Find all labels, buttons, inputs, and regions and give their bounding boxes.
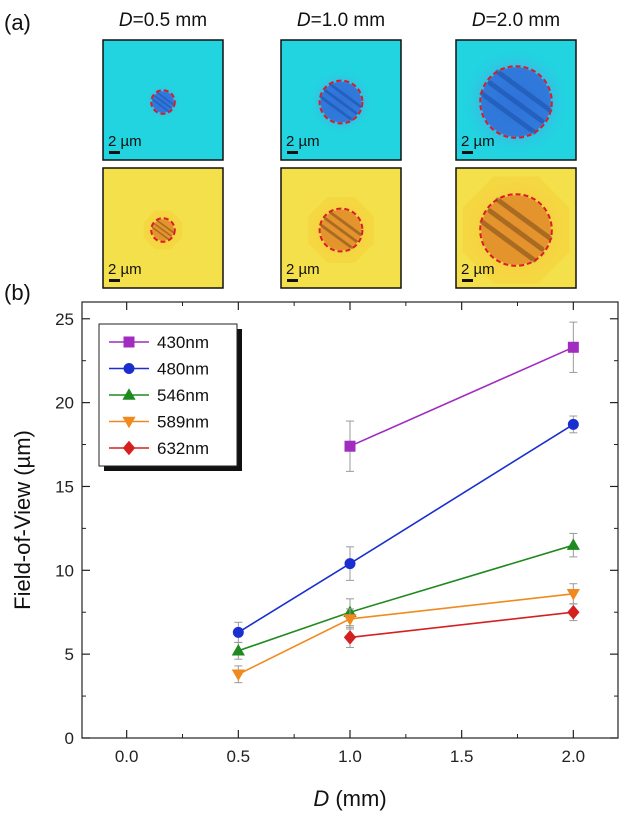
scale-bar [109,279,120,282]
diameter-label: D=2.0 mm [472,10,560,31]
field-of-view-circle [479,65,553,139]
y-tick-label: 10 [55,561,74,580]
scale-bar-label: 2 µm [286,261,320,278]
scale-bar [462,151,473,154]
x-tick-label: 2.0 [562,747,586,766]
panel-a-label: (a) [4,10,31,35]
data-point [123,336,135,348]
series-line [349,346,574,447]
image-grid: D=0.5 mm 2 µm 2 µm D=1.0 mm 2 µm 2 µm D=2.0 mm… [102,10,577,289]
legend-item: 632nm [109,439,209,458]
data-point [123,363,135,374]
scale-bar-label: 2 µm [286,133,320,150]
y-axis-label: Field-of-View (µm) [10,430,35,610]
legend-label: 589nm [157,413,209,432]
legend-label: 480nm [157,360,209,379]
y-tick-label: 15 [55,477,74,496]
legend-label: 632nm [157,439,209,458]
field-of-view-circle [318,79,364,125]
series-632nm [343,603,580,648]
diameter-label: D=0.5 mm [119,10,207,31]
y-tick-label: 25 [55,310,74,329]
microscope-image-blue: 2 µm [455,39,577,161]
x-axis-label: D (mm) [313,786,386,811]
data-point [122,416,136,429]
x-tick-label: 1.5 [450,747,474,766]
data-point [566,538,580,550]
data-point [567,418,579,430]
data-point [344,558,356,570]
y-tick-label: 5 [65,645,74,664]
legend-item: 589nm [109,413,209,432]
series-line [237,423,574,634]
data-point [343,614,357,626]
microscope-image-blue: 2 µm [102,39,224,161]
field-of-view-circle [479,193,553,267]
diameter-label: D=1.0 mm [297,10,385,31]
y-tick-label: 0 [65,729,74,748]
y-tick-label: 20 [55,394,74,413]
scale-bar-label: 2 µm [108,133,142,150]
line-chart: 0.0 0.5 1.0 1.5 2.0 0 5 10 15 20 25 D (mm) Field-of-… [10,301,619,811]
x-tick-label: 1.0 [338,747,362,766]
x-tick-label: 0.5 [227,747,251,766]
legend-item: 546nm [109,386,209,405]
legend-label: 546nm [157,386,209,405]
data-point [231,669,245,682]
scale-bar [109,151,120,154]
series-589nm [231,583,580,684]
series-line [349,611,574,639]
data-point [567,341,579,353]
scale-bar [287,279,298,282]
series-546nm [231,532,580,660]
data-point [566,589,580,601]
field-of-view-circle [150,89,176,115]
data-point [232,626,244,638]
scale-bar-label: 2 µm [461,133,495,150]
microscope-image-yellow: 2 µm [455,167,577,289]
field-of-view-circle [150,217,176,243]
legend-item: 430nm [109,333,209,352]
data-point [122,440,136,456]
microscope-image-blue: 2 µm [280,39,402,161]
data-point [567,604,580,620]
data-point [344,440,356,452]
x-tick-label: 0.0 [115,747,139,766]
panel-b-label: (b) [4,280,31,305]
legend-item: 480nm [109,360,209,379]
series-480nm [232,415,579,643]
data-point [122,388,136,400]
scale-bar-label: 2 µm [461,261,495,278]
legend-label: 430nm [157,333,209,352]
microscope-image-yellow: 2 µm [102,167,224,289]
scale-bar [462,279,473,282]
field-of-view-circle [318,207,364,253]
scale-bar-label: 2 µm [108,261,142,278]
data-point [343,630,357,645]
series-line [238,544,574,652]
legend: 430nm 480nm 546nm 589nm 632nm [98,323,242,471]
series-430nm [344,321,579,472]
scale-bar [287,151,298,154]
microscope-image-yellow: 2 µm [280,167,402,289]
data-point [231,644,245,656]
